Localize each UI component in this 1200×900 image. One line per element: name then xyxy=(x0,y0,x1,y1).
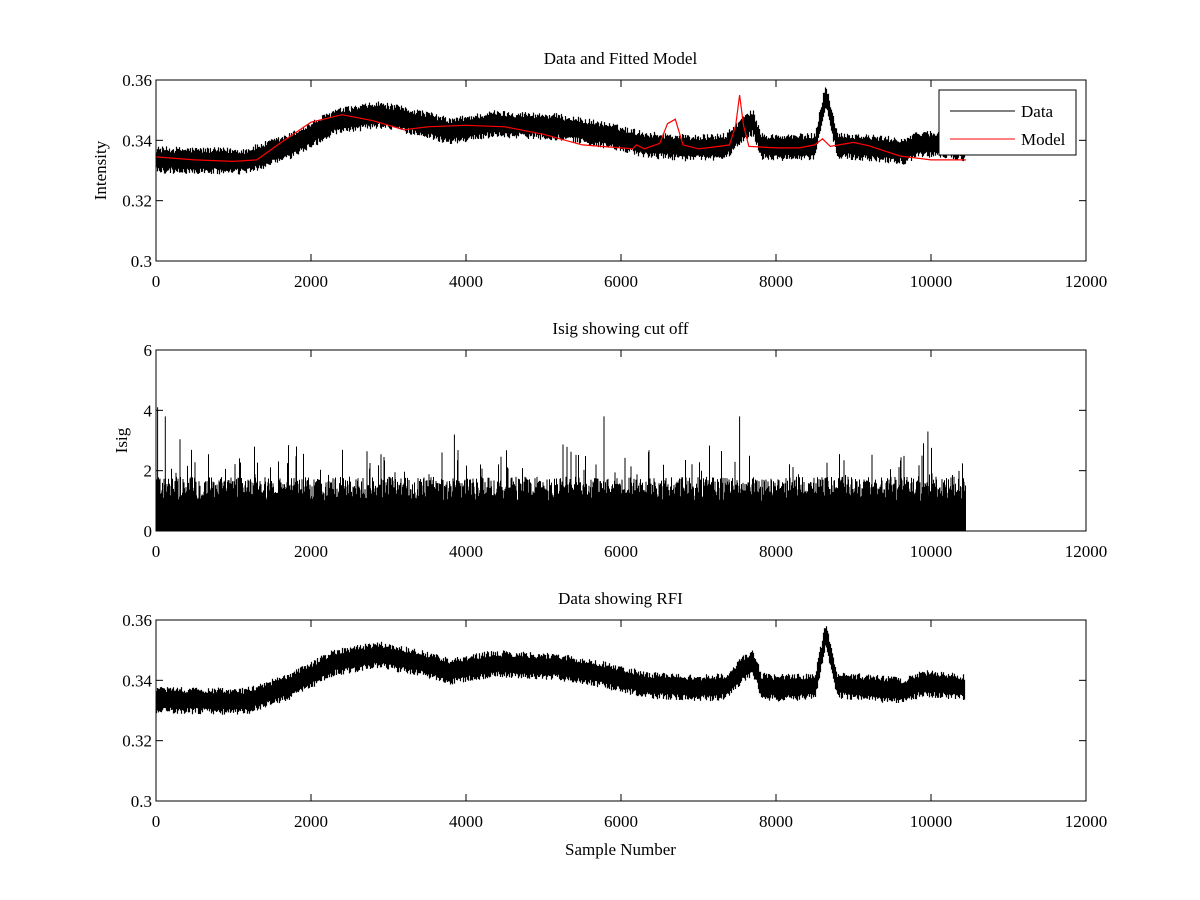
panel-2-ticks: 0 2000 4000 6000 8000 10000 12000 0 2 4 6 xyxy=(144,341,1108,561)
panel-3-ytick-label: 0.36 xyxy=(122,611,152,630)
panel-3-xlabel: Sample Number xyxy=(565,840,676,859)
panel-1-ytick-label: 0.34 xyxy=(122,131,152,150)
panel-1-xtick-label: 12000 xyxy=(1065,272,1108,291)
panel-2-xtick-label: 12000 xyxy=(1065,542,1108,561)
panel-3-ytick-label: 0.34 xyxy=(122,671,152,690)
legend-box xyxy=(938,89,1077,156)
panel-3-ticks: 0 2000 4000 6000 8000 10000 12000 0.3 0.32 0.34 0.… xyxy=(122,611,1107,831)
panel-1-legend: Data Model xyxy=(938,89,1077,156)
panel-2-ytick-label: 0 xyxy=(144,522,153,541)
panel-1-ylabel: Intensity xyxy=(91,140,110,200)
panel-3-xtick-label: 6000 xyxy=(604,812,638,831)
panel-1-ytick-label: 0.32 xyxy=(122,192,152,211)
panel-1-series-2-line xyxy=(155,95,966,163)
panel-2-ytick-label: 4 xyxy=(144,401,153,420)
panel-2-ytick-label: 6 xyxy=(144,341,153,360)
panel-3-xtick-label: 4000 xyxy=(449,812,483,831)
panel-1-xtick-label: 6000 xyxy=(604,272,638,291)
panel-1-title: Data and Fitted Model xyxy=(544,49,698,68)
panel-2-ytick-label: 2 xyxy=(144,462,153,481)
panel-2-xtick-label: 10000 xyxy=(910,542,953,561)
panel-1-ytick-label: 0.36 xyxy=(122,71,152,90)
panel-3-ytick-label: 0.32 xyxy=(122,732,152,751)
panel-1-xtick-label: 0 xyxy=(152,272,161,291)
panel-2-xtick-label: 6000 xyxy=(604,542,638,561)
panel-2-plot xyxy=(155,407,966,531)
panel-1-ytick-label: 0.3 xyxy=(131,252,152,271)
panel-1-xtick-label: 2000 xyxy=(294,272,328,291)
panel-2-xtick-label: 4000 xyxy=(449,542,483,561)
panel-3-title: Data showing RFI xyxy=(558,589,683,608)
panel-3-xtick-label: 2000 xyxy=(294,812,328,831)
panel-3-xtick-label: 0 xyxy=(152,812,161,831)
panel-1-xtick-label: 8000 xyxy=(759,272,793,291)
panel-3-xtick-label: 10000 xyxy=(910,812,953,831)
panel-3-ytick-label: 0.3 xyxy=(131,792,152,811)
panel-data-and-model: Data and Fitted Model 0 2000 4000 6000 8000 1… xyxy=(91,49,1107,291)
panel-1-ticks: 0 2000 4000 6000 8000 10000 12000 0.3 0.32 0.34 0.… xyxy=(122,71,1107,291)
panel-3-xtick-label: 12000 xyxy=(1065,812,1108,831)
panel-3-xtick-label: 8000 xyxy=(759,812,793,831)
legend-label-data: Data xyxy=(1021,102,1054,121)
legend-label-model: Model xyxy=(1021,130,1066,149)
panel-1-xtick-label: 4000 xyxy=(449,272,483,291)
panel-2-xtick-label: 2000 xyxy=(294,542,328,561)
panel-1-xtick-label: 10000 xyxy=(910,272,953,291)
panel-2-title: Isig showing cut off xyxy=(552,319,688,338)
panel-data-rfi: Data showing RFI 0 2000 4000 6000 8000 10000 1… xyxy=(122,589,1107,859)
panel-2-ylabel: Isig xyxy=(112,427,131,453)
panel-isig: Isig showing cut off 0 2000 4000 6000 8000 10… xyxy=(112,319,1107,561)
panel-2-xtick-label: 0 xyxy=(152,542,161,561)
panel-2-xtick-label: 8000 xyxy=(759,542,793,561)
